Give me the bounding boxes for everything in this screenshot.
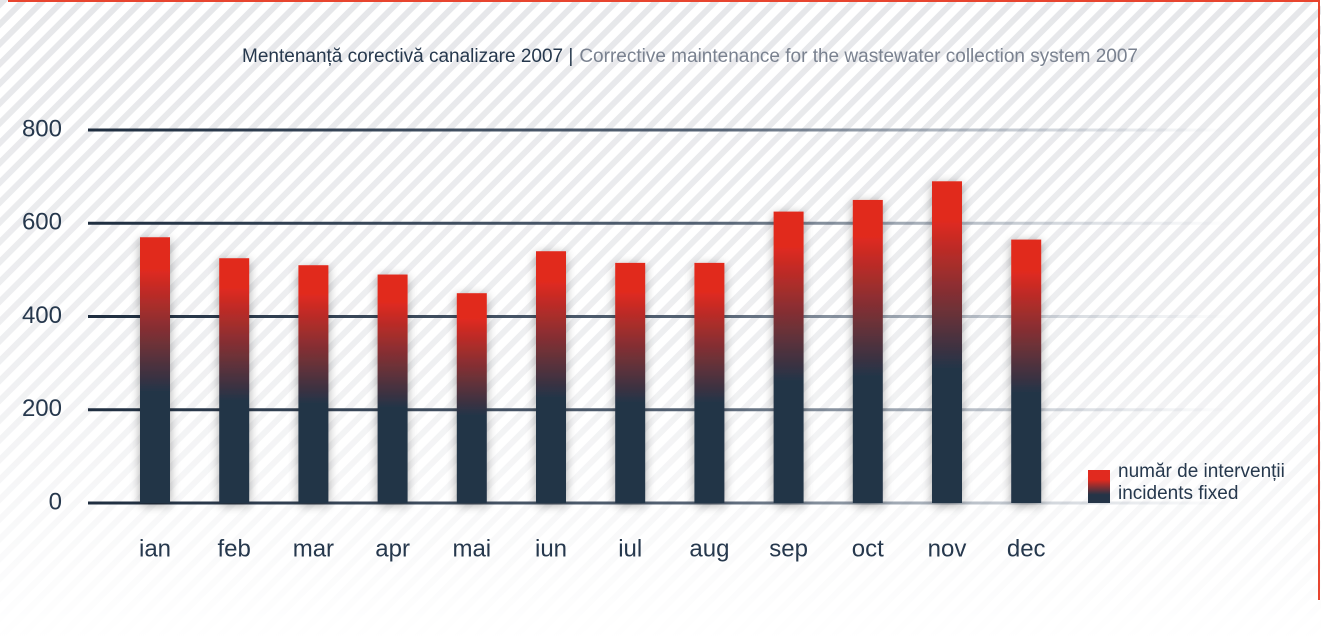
frame bbox=[8, 0, 1320, 600]
bar bbox=[773, 211, 804, 503]
bar bbox=[298, 265, 329, 503]
y-tick-label: 0 bbox=[49, 488, 62, 515]
bar bbox=[219, 258, 250, 503]
x-tick-label: ian bbox=[139, 535, 171, 562]
bars bbox=[140, 181, 1042, 504]
x-tick-label: mai bbox=[452, 535, 491, 562]
bar bbox=[456, 293, 487, 503]
chart-title: Mentenanță corectivă canalizare 2007 | bbox=[242, 46, 573, 67]
x-tick-label: iun bbox=[535, 535, 567, 562]
y-tick-label: 200 bbox=[22, 395, 62, 422]
bar bbox=[140, 237, 170, 504]
x-tick-label: oct bbox=[852, 535, 884, 562]
bar bbox=[536, 251, 566, 503]
y-tick-label: 600 bbox=[22, 209, 62, 236]
y-tick-label: 400 bbox=[22, 302, 62, 329]
bar bbox=[377, 274, 408, 503]
legend-label: incidents fixed bbox=[1118, 483, 1238, 504]
bar bbox=[852, 199, 883, 503]
chart-subtitle: Corrective maintenance for the wastewate… bbox=[579, 46, 1138, 67]
bar bbox=[615, 262, 646, 503]
x-tick-label: feb bbox=[218, 535, 251, 562]
labels: 0 200 400 600 800 ian feb mar apr mai iun iul aug sep… bbox=[22, 115, 1285, 562]
x-tick-label: nov bbox=[928, 535, 967, 562]
bar bbox=[1011, 239, 1042, 503]
x-tick-label: sep bbox=[769, 535, 808, 562]
y-tick-label: 800 bbox=[22, 115, 62, 142]
x-tick-label: mar bbox=[293, 535, 334, 562]
bar bbox=[694, 262, 725, 503]
legend-swatch bbox=[1088, 470, 1110, 503]
bar bbox=[932, 181, 962, 503]
x-tick-label: iul bbox=[618, 535, 642, 562]
x-tick-label: apr bbox=[375, 535, 410, 562]
x-tick-label: aug bbox=[689, 535, 729, 562]
x-tick-label: dec bbox=[1007, 535, 1046, 562]
legend-label: număr de intervenții bbox=[1118, 461, 1285, 482]
